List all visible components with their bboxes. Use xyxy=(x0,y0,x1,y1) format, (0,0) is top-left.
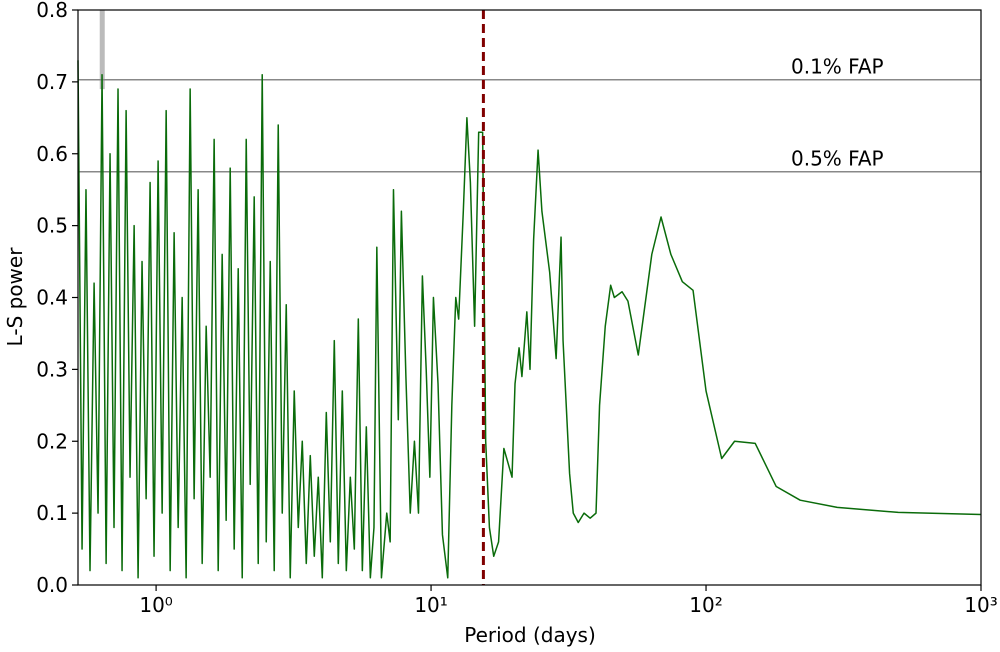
y-tick-label: 0.6 xyxy=(36,142,68,166)
y-tick-label: 0.0 xyxy=(36,573,68,597)
y-tick-label: 0.2 xyxy=(36,429,68,453)
fap-label: 0.1% FAP xyxy=(791,55,884,79)
y-tick-label: 0.5 xyxy=(36,214,68,238)
periodogram-line xyxy=(77,60,982,579)
fap-label: 0.5% FAP xyxy=(791,147,884,171)
y-tick-label: 0.7 xyxy=(36,70,68,94)
y-axis-label: L-S power xyxy=(3,247,27,347)
x-tick-label: 10¹ xyxy=(414,593,447,617)
x-axis-label: Period (days) xyxy=(464,623,596,647)
plot-frame xyxy=(77,9,982,586)
x-tick-label: 10³ xyxy=(964,593,997,617)
y-tick-label: 0.4 xyxy=(36,286,68,310)
y-tick-label: 0.8 xyxy=(36,0,68,22)
y-tick-label: 0.3 xyxy=(36,357,68,381)
y-tick-label: 0.1 xyxy=(36,501,68,525)
x-tick-label: 10² xyxy=(689,593,722,617)
x-tick-label: 10⁰ xyxy=(139,593,172,617)
